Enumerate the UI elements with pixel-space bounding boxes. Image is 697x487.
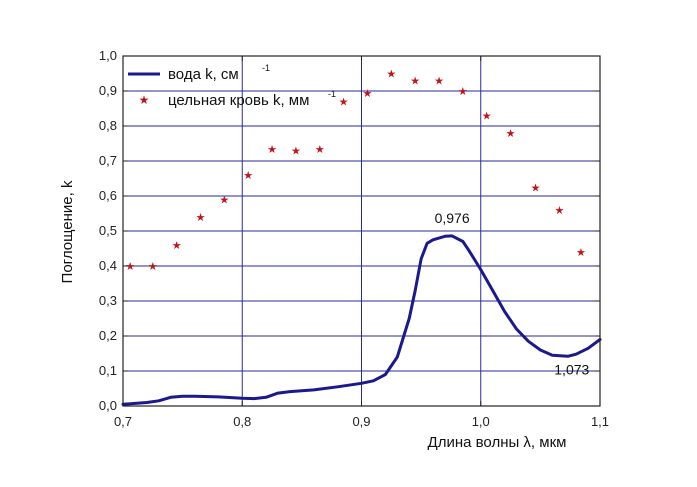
data-point-blood: ★ (125, 260, 135, 273)
y-tick-label: 0,3 (99, 293, 117, 308)
data-point-blood: ★ (291, 145, 301, 158)
peak-annotation: 0,976 (435, 210, 470, 226)
grid-lines (123, 56, 600, 406)
data-point-blood: ★ (434, 75, 444, 88)
x-tick-label: 0,7 (114, 414, 132, 429)
data-point-blood: ★ (243, 169, 253, 182)
x-tick-label: 0,8 (233, 414, 251, 429)
x-axis-label: Длина волны λ, мкм (428, 434, 567, 451)
y-tick-label: 0,6 (99, 188, 117, 203)
data-point-blood: ★ (555, 204, 565, 217)
y-tick-label: 0,7 (99, 153, 117, 168)
y-tick-label: 0,5 (99, 223, 117, 238)
data-point-blood: ★ (267, 143, 277, 156)
y-axis-label: Поглощение, k (59, 180, 76, 283)
data-point-blood: ★ (315, 143, 325, 156)
data-point-blood: ★ (219, 194, 229, 207)
legend-blood-star-icon: ★ (139, 93, 150, 107)
data-point-blood: ★ (339, 96, 349, 109)
x-tick-label: 1,0 (472, 414, 490, 429)
annotations: 0,976 1,073 (435, 210, 590, 377)
data-point-blood: ★ (458, 85, 468, 98)
data-point-blood: ★ (576, 246, 586, 259)
legend-water-label: вода k, см (168, 66, 239, 83)
legend-blood-label: цельная кровь k, мм (168, 92, 309, 109)
y-tick-label: 0,0 (99, 398, 117, 413)
data-point-blood: ★ (410, 75, 420, 88)
data-point-blood: ★ (148, 260, 158, 273)
y-tick-label: 0,2 (99, 328, 117, 343)
data-point-blood: ★ (506, 127, 516, 140)
data-point-blood: ★ (482, 110, 492, 123)
data-point-blood: ★ (196, 211, 206, 224)
x-tick-label: 1,1 (591, 414, 609, 429)
series-layer: ★ ★ ★ ★ ★ ★ ★ ★ ★ ★ ★ ★ ★ ★ ★ ★ ★ ★ ★ ★ (121, 68, 602, 406)
y-tick-label: 1,0 (99, 48, 117, 63)
series-line-water (121, 234, 602, 406)
y-tick-label: 0,8 (99, 118, 117, 133)
y-tick-label: 0,4 (99, 258, 117, 273)
data-point-blood: ★ (363, 87, 373, 100)
legend-water-superscript: -1 (262, 63, 270, 73)
legend-blood-superscript: -1 (328, 89, 336, 99)
peak-annotation: 1,073 (554, 361, 589, 377)
data-point-blood: ★ (172, 239, 182, 252)
data-point-blood: ★ (531, 181, 541, 194)
legend: вода k, см -1 ★ цельная кровь k, мм -1 (128, 63, 336, 109)
y-tick-label: 0,1 (99, 363, 117, 378)
axes (122, 55, 601, 407)
y-tick-label: 0,9 (99, 83, 117, 98)
tick-labels: 0,0 0,1 0,2 0,3 0,4 0,5 0,6 0,7 0,8 0,9 1,0 0,7 0,8 0… (99, 48, 609, 429)
data-point-blood: ★ (386, 68, 396, 81)
x-tick-label: 0,9 (352, 414, 370, 429)
